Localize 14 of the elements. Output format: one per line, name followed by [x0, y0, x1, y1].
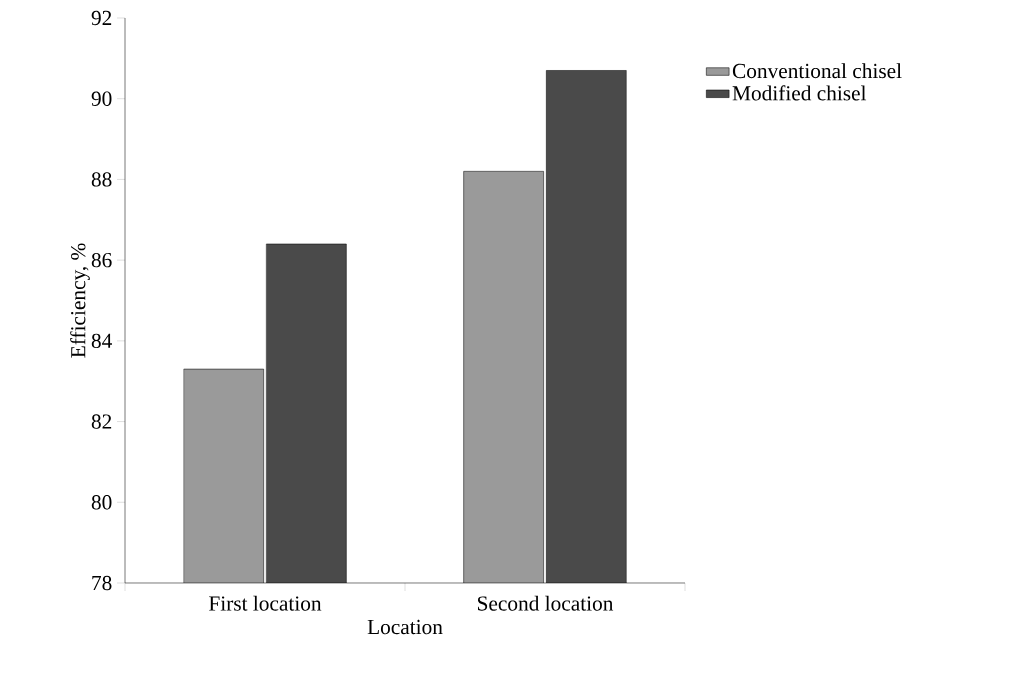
legend-label: Modified chisel	[732, 85, 867, 101]
x-tick-label: Second location	[478, 595, 614, 611]
y-tick-label: 88	[91, 172, 112, 187]
y-tick-label: 78	[92, 575, 112, 591]
y-tick-label: 92	[91, 10, 112, 26]
x-axis-title: Location	[367, 619, 443, 635]
y-tick-label: 82	[91, 414, 112, 429]
y-tick-label: 80	[91, 495, 112, 510]
legend-label: Conventional chisel	[732, 63, 902, 79]
y-tick-label: 90	[91, 91, 112, 106]
y-tick-label: 84	[91, 333, 112, 349]
x-tick-label: First location	[209, 595, 322, 611]
y-axis-title: Efficiency, %	[70, 243, 90, 358]
y-tick-label: 86	[91, 252, 112, 268]
